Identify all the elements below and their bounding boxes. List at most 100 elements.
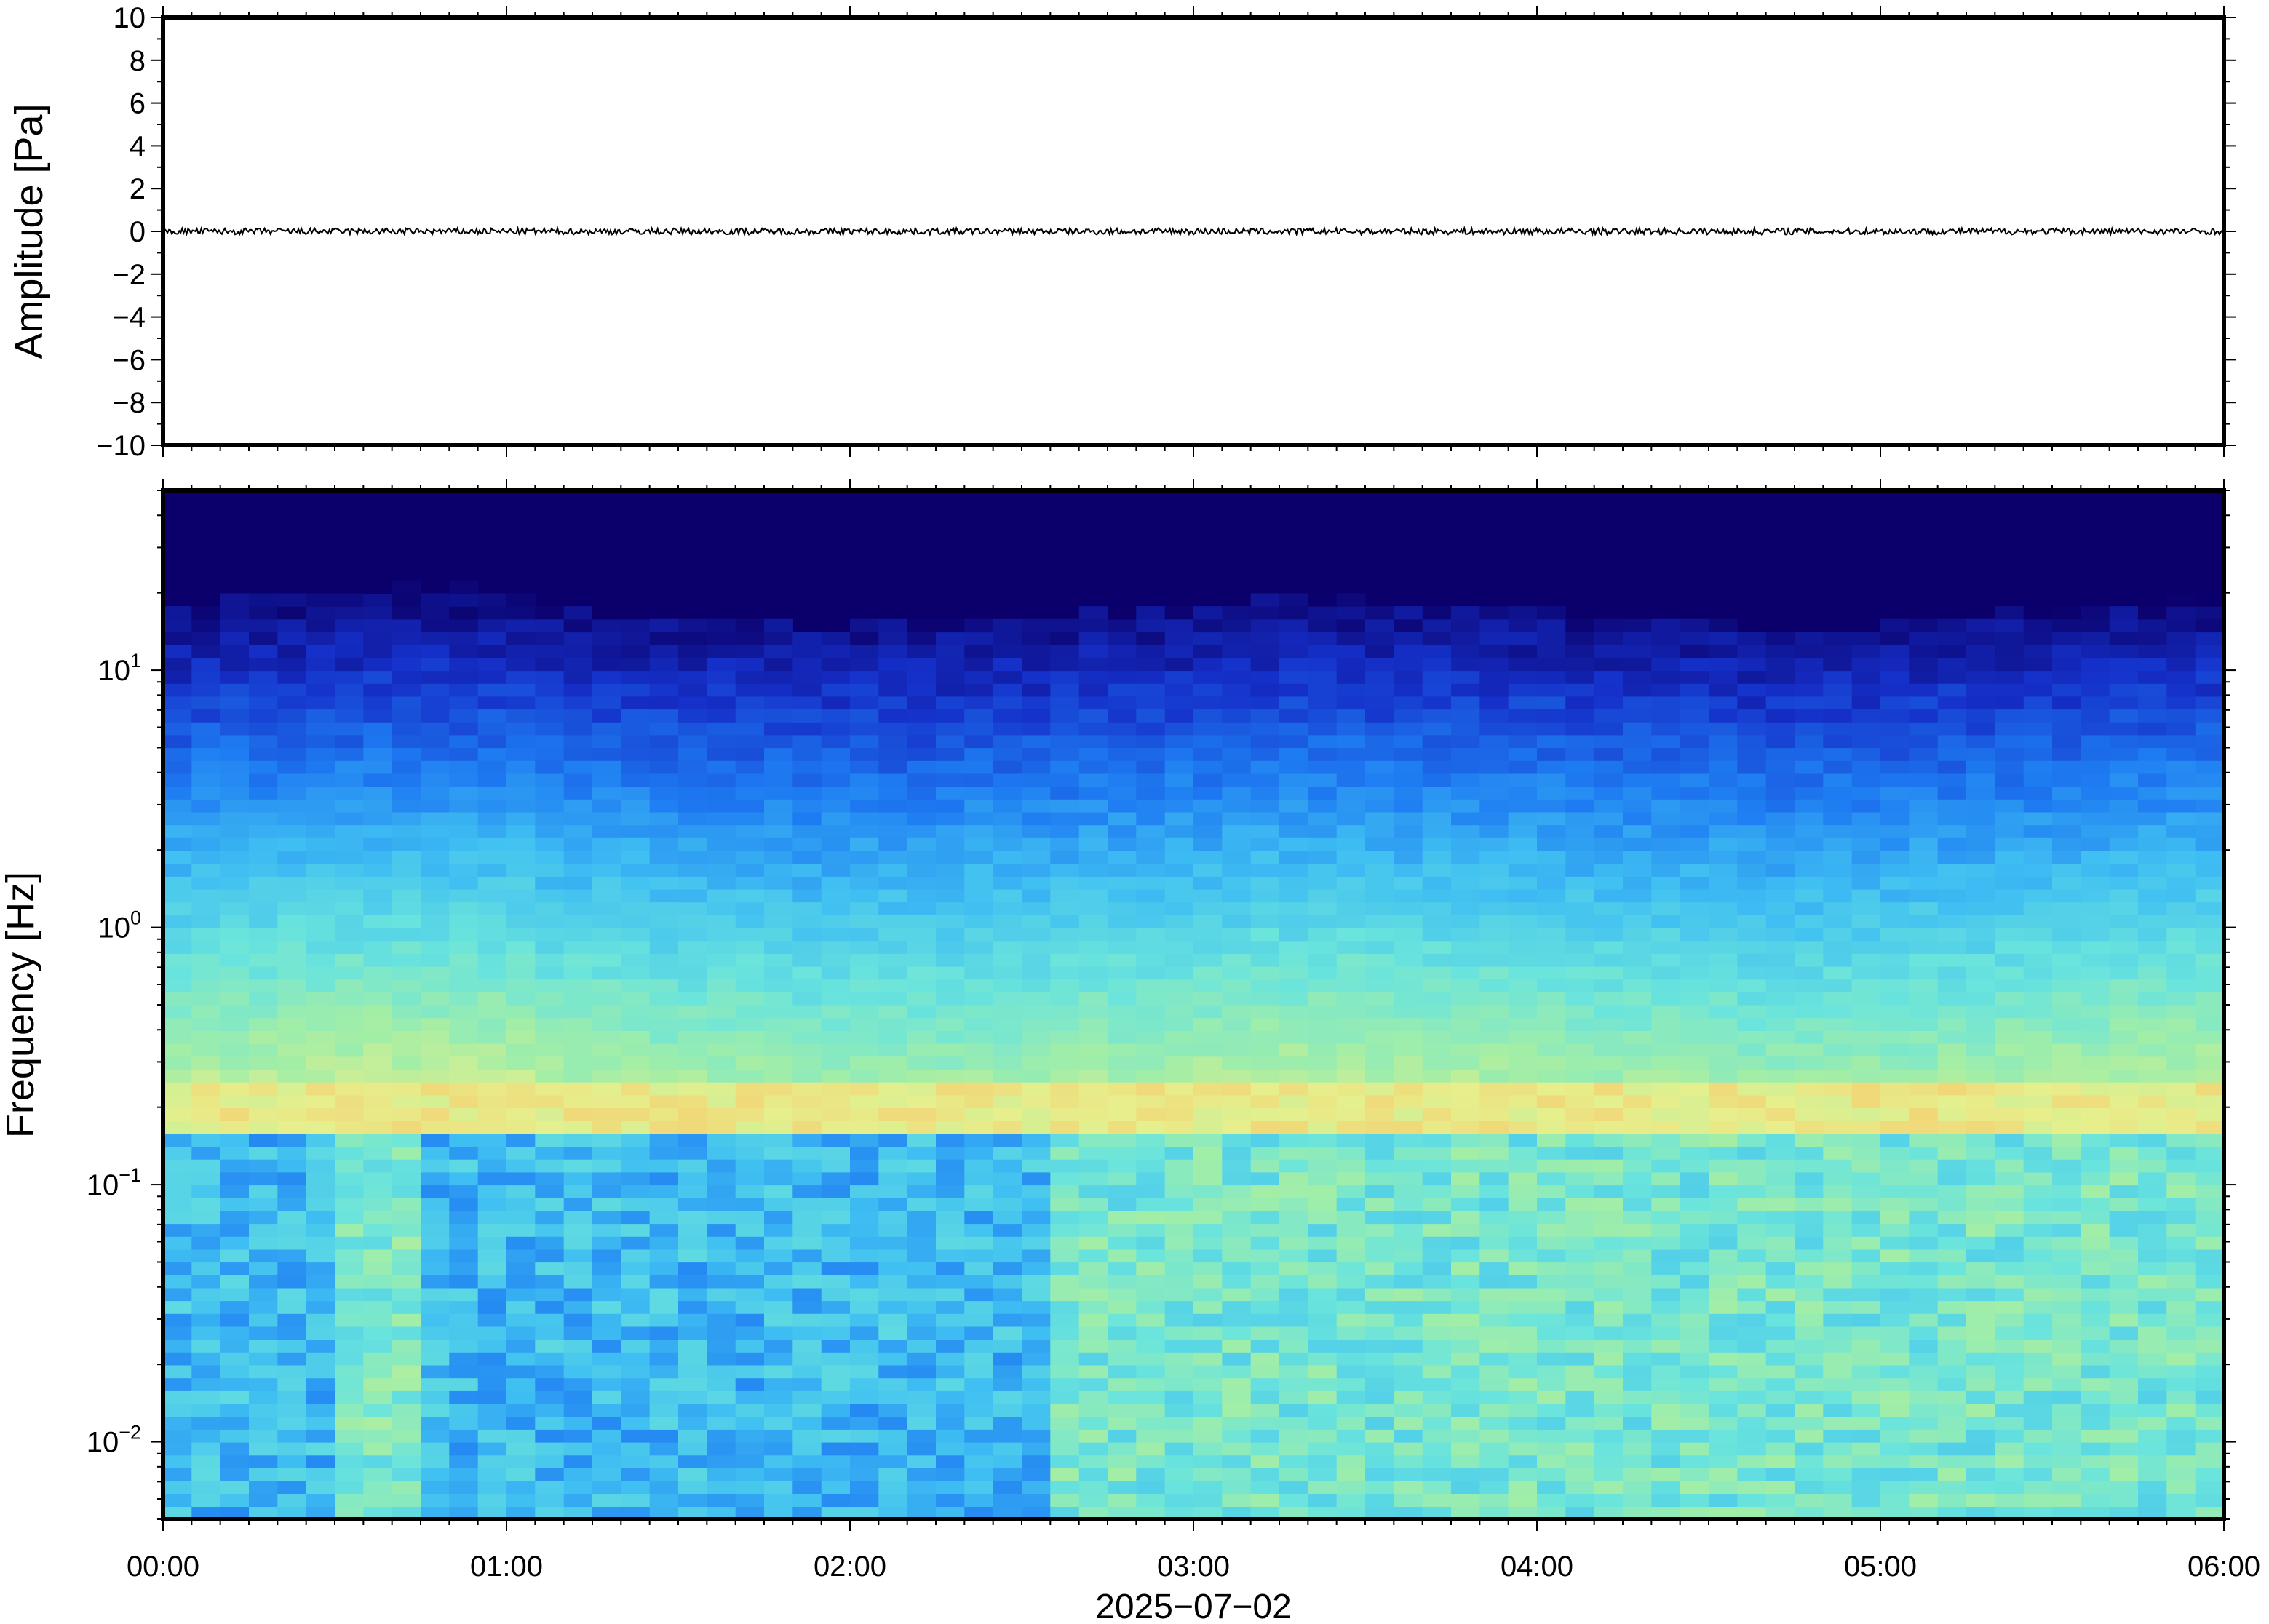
spectrogram-cell bbox=[1279, 1403, 1308, 1417]
spectrogram-cell bbox=[421, 799, 450, 813]
spectrogram-cell bbox=[449, 632, 479, 645]
spectrogram-cell bbox=[191, 1454, 221, 1468]
spectrogram-cell bbox=[421, 1481, 450, 1494]
spectrogram-cell bbox=[2052, 683, 2081, 697]
spectrogram-cell bbox=[1078, 1069, 1108, 1083]
spectrogram-cell bbox=[592, 747, 621, 761]
spectrogram-cell bbox=[1336, 824, 1366, 838]
spectrogram-cell bbox=[707, 1339, 736, 1353]
spectrogram-cell bbox=[1995, 1121, 2024, 1134]
spectrogram-cell bbox=[592, 618, 621, 633]
spectrogram-cell bbox=[678, 1454, 707, 1468]
spectrogram-cell bbox=[1651, 683, 1681, 697]
spectrogram-cell bbox=[1394, 979, 1423, 992]
spectrogram-cell bbox=[707, 1403, 736, 1417]
spectrogram-cell bbox=[191, 1133, 221, 1147]
spectrogram-cell bbox=[249, 1442, 278, 1456]
spectrogram-cell bbox=[2052, 1468, 2081, 1481]
spectrogram-cell bbox=[1365, 928, 1394, 942]
spectrogram-cell bbox=[1108, 863, 1137, 877]
spectrogram-cell bbox=[1193, 1107, 1223, 1121]
spectrogram-cell bbox=[1479, 1468, 1509, 1481]
spectrogram-cell bbox=[1279, 632, 1308, 645]
spectrogram-cell bbox=[1995, 1043, 2024, 1057]
spectrogram-cell bbox=[1422, 773, 1452, 787]
spectrogram-cell bbox=[1365, 1223, 1394, 1237]
spectrogram-cell bbox=[335, 1326, 364, 1340]
spectrogram-cell bbox=[850, 1146, 879, 1160]
spectrogram-cell bbox=[764, 773, 793, 787]
spectrogram-cell bbox=[764, 1377, 793, 1391]
spectrogram-cell bbox=[1995, 632, 2024, 645]
spectrogram-cell bbox=[220, 1146, 250, 1160]
spectrogram-cell bbox=[592, 683, 621, 697]
spectrogram-cell bbox=[2052, 1339, 2081, 1353]
spectrogram-cell bbox=[1394, 1442, 1423, 1456]
spectrogram-cell bbox=[1508, 1185, 1538, 1198]
spectrogram-cell bbox=[1365, 1481, 1394, 1494]
spectrogram-cell bbox=[1709, 1069, 1738, 1083]
spectrogram-cell bbox=[563, 1390, 593, 1404]
spectrogram-cell bbox=[1937, 1159, 1967, 1173]
spectrogram-cell bbox=[1823, 1493, 1853, 1507]
spectrogram-cell bbox=[392, 1082, 421, 1096]
spectrogram-cell bbox=[2138, 1185, 2167, 1198]
spectrogram-cell bbox=[1078, 1339, 1108, 1353]
spectrogram-cell bbox=[1709, 1043, 1738, 1057]
spectrogram-cell bbox=[1594, 632, 1624, 645]
spectrogram-cell bbox=[1279, 1377, 1308, 1391]
spectrogram-cell bbox=[707, 773, 736, 787]
spectrogram-cell bbox=[1279, 1171, 1308, 1186]
spectrogram-cell bbox=[821, 1133, 851, 1147]
spectrogram-cell bbox=[1765, 760, 1795, 774]
spectrogram-cell bbox=[1108, 618, 1137, 633]
spectrogram-cell bbox=[1651, 618, 1681, 633]
spectrogram-cell bbox=[335, 709, 364, 723]
spectrogram-cell bbox=[1451, 850, 1480, 864]
spectrogram-cell bbox=[249, 773, 278, 787]
spectrogram-cell bbox=[964, 1352, 994, 1366]
spectrogram-cell bbox=[2052, 1069, 2081, 1083]
spectrogram-cell bbox=[1909, 1146, 1939, 1160]
spectrogram-cell bbox=[1995, 1287, 2024, 1302]
spectrogram-cell bbox=[1222, 1352, 1252, 1366]
spectrogram-cell bbox=[1108, 1236, 1137, 1250]
spectrogram-cell bbox=[421, 837, 450, 851]
spectrogram-cell bbox=[1737, 824, 1767, 838]
spectrogram-cell bbox=[1823, 1403, 1853, 1417]
spectrogram-cell bbox=[1565, 1121, 1595, 1134]
spectrogram-cell bbox=[277, 657, 307, 672]
spectrogram-cell bbox=[1537, 901, 1566, 915]
spectrogram-cell bbox=[936, 1198, 965, 1211]
spectrogram-cell bbox=[878, 1171, 908, 1186]
spectrogram-cell bbox=[1623, 850, 1652, 864]
spectrogram-cell bbox=[563, 1326, 593, 1340]
spectrogram-cell bbox=[1394, 1121, 1423, 1134]
spectrogram-cell bbox=[2052, 992, 2081, 1006]
spectrogram-cell bbox=[1222, 1017, 1252, 1031]
spectrogram-cell bbox=[1508, 863, 1538, 877]
spectrogram-cell bbox=[249, 1185, 278, 1198]
spectrogram-cell bbox=[449, 1454, 479, 1468]
spectrogram-cell bbox=[535, 1198, 565, 1211]
spectrogram-cell bbox=[421, 1339, 450, 1353]
spectrogram-cell bbox=[1508, 837, 1538, 851]
spectrogram-cell bbox=[1078, 683, 1108, 697]
spectrogram-cell bbox=[2109, 811, 2139, 826]
spectrogram-cell bbox=[1250, 734, 1280, 749]
spectrogram-cell bbox=[2081, 850, 2110, 864]
spectrogram-cell bbox=[1022, 1313, 1051, 1327]
spectrogram-cell bbox=[907, 1403, 937, 1417]
spectrogram-cell bbox=[1222, 1390, 1252, 1404]
spectrogram-cell bbox=[220, 940, 250, 954]
spectrogram-cell bbox=[1022, 1481, 1051, 1494]
spectrogram-cell bbox=[1937, 1005, 1967, 1019]
spectrogram-cell bbox=[277, 953, 307, 967]
spectrogram-cell bbox=[707, 1223, 736, 1237]
spectrogram-cell bbox=[449, 1121, 479, 1134]
spectrogram-cell bbox=[678, 696, 707, 710]
spectrogram-cell bbox=[2081, 1107, 2110, 1121]
spectrogram-cell bbox=[964, 1454, 994, 1468]
spectrogram-cell bbox=[1795, 1390, 1824, 1404]
spectrogram-cell bbox=[1108, 1030, 1137, 1044]
